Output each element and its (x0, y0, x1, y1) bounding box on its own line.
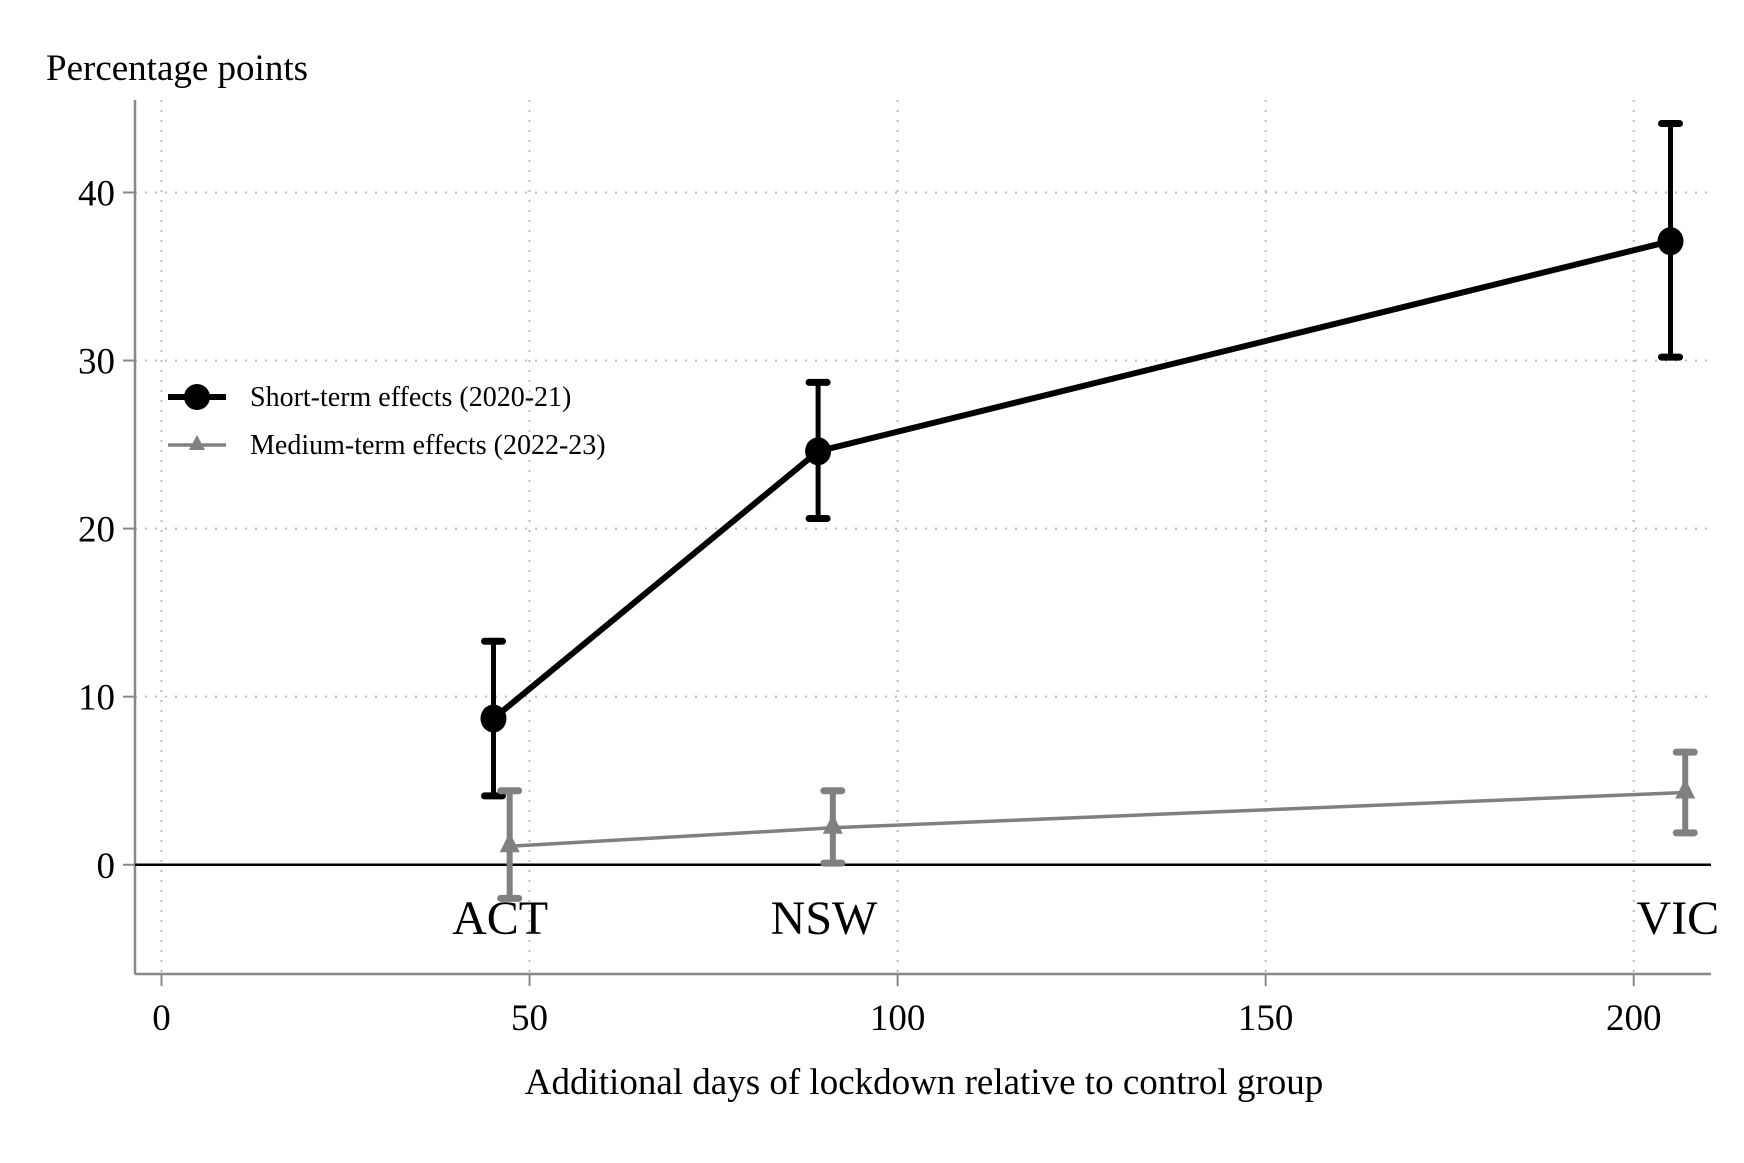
y-tick-label: 30 (78, 342, 115, 383)
point-labels: ACT NSW VIC (452, 892, 1719, 945)
x-tick-label: 200 (1606, 998, 1662, 1039)
state-label: NSW (771, 892, 878, 945)
data-point (480, 704, 507, 733)
x-axis-title: Additional days of lockdown relative to … (525, 1062, 1323, 1103)
series-line (509, 790, 1686, 849)
series-short-term (480, 120, 1684, 800)
x-tick-label: 0 (152, 998, 171, 1039)
series-layer (480, 120, 1698, 902)
x-tick-label: 100 (870, 998, 926, 1039)
state-label: ACT (452, 892, 548, 945)
data-point (499, 832, 520, 853)
series-line (491, 238, 1672, 721)
axes: 0 50 100 150 200 0 10 20 30 40 (78, 100, 1711, 1039)
legend-label: Short-term effects (2020-21) (250, 382, 571, 413)
legend-label: Medium-term effects (2022-23) (250, 430, 606, 461)
series-medium-term (497, 748, 1698, 902)
y-tick-label: 10 (78, 678, 115, 719)
y-axis-title: Percentage points (46, 48, 308, 89)
legend: Short-term effects (2020-21) Medium-term … (168, 382, 606, 461)
y-tick-label: 40 (78, 173, 115, 214)
x-tick-label: 150 (1238, 998, 1294, 1039)
x-tick-label: 50 (511, 998, 548, 1039)
y-tick-label: 0 (97, 846, 116, 887)
y-tick-label: 20 (78, 510, 115, 551)
data-point (1675, 778, 1696, 799)
data-point (805, 437, 832, 466)
data-point (822, 813, 843, 834)
state-label: VIC (1637, 892, 1720, 945)
legend-marker-circle (184, 384, 210, 410)
legend-marker-triangle (189, 435, 205, 450)
data-point (1657, 227, 1684, 256)
gridlines (135, 100, 1711, 974)
